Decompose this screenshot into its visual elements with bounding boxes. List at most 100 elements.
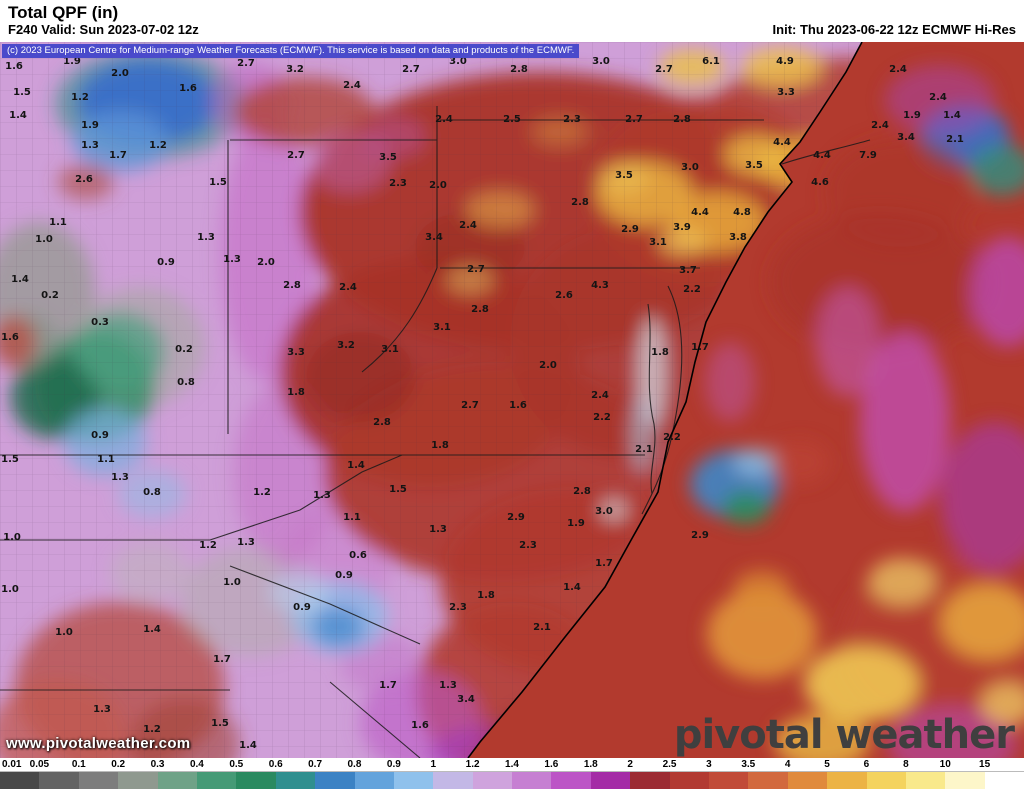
colorbar-swatch (709, 772, 749, 789)
map-value-label: 1.7 (109, 150, 127, 161)
map-value-label: 1.7 (691, 342, 709, 353)
precip-region (733, 448, 781, 476)
precip-region (707, 589, 817, 679)
map-value-label: 0.9 (293, 602, 311, 613)
colorbar-tick-label: 15 (979, 759, 991, 770)
map-value-label: 4.9 (776, 56, 794, 67)
map-value-label: 0.9 (91, 430, 109, 441)
map-value-label: 0.2 (175, 344, 193, 355)
map-value-label: 1.1 (49, 217, 67, 228)
colorbar-tick-label: 2 (627, 759, 633, 770)
copyright-banner: (c) 2023 European Centre for Medium-rang… (2, 44, 580, 58)
map-value-label: 3.9 (673, 222, 691, 233)
map-value-label: 2.7 (237, 58, 255, 69)
precip-region (940, 584, 1024, 660)
map-value-label: 3.8 (729, 232, 747, 243)
map-value-label: 2.3 (519, 540, 537, 551)
map-value-label: 1.3 (93, 704, 111, 715)
watermark-url: www.pivotalweather.com (6, 735, 191, 752)
map-value-label: 1.3 (429, 524, 447, 535)
map-value-label: 6.1 (702, 56, 720, 67)
map-value-label: 1.8 (477, 590, 495, 601)
colorbar-tick-label: 0.8 (347, 759, 362, 770)
map-value-label: 2.4 (339, 282, 357, 293)
map-value-label: 2.2 (683, 284, 701, 295)
state-borders (0, 106, 871, 758)
precip-region (722, 491, 770, 525)
precip-region (887, 706, 1017, 758)
map-value-label: 3.5 (745, 160, 763, 171)
map-value-label: 1.6 (1, 332, 19, 343)
map-value-label: 2.9 (691, 530, 709, 541)
map-value-label: 1.3 (81, 140, 99, 151)
colorbar-tick-label: 0.05 (29, 759, 50, 770)
colorbar-swatch (866, 772, 906, 789)
colorbar-swatches (0, 771, 1024, 789)
colorbar-swatch (39, 772, 79, 789)
map-value-label: 2.7 (287, 150, 305, 161)
map-value-label: 1.2 (253, 487, 271, 498)
map-value-label: 1.0 (3, 532, 21, 543)
map-value-label: 2.9 (507, 512, 525, 523)
map-value-label: 3.0 (449, 56, 467, 67)
map-value-label: 3.4 (457, 694, 475, 705)
map-value-label: 1.3 (313, 490, 331, 501)
map-value-labels: 1.6 1.9 2.0 1.6 2.7 3.2 2.4 2.7 3.0 2.8 3.0 2.7 6.1 4… (1, 56, 964, 751)
colorbar-tick-label: 6 (863, 759, 870, 770)
state-border (781, 139, 871, 165)
valid-time-label: F240 Valid: Sun 2023-07-02 12z (8, 22, 199, 37)
precip-region (816, 287, 880, 397)
map-value-label: 3.7 (679, 265, 697, 276)
colorbar-swatch (512, 772, 552, 789)
map-value-label: 3.0 (592, 56, 610, 67)
map-value-label: 3.1 (381, 344, 399, 355)
map-value-label: 2.3 (563, 114, 581, 125)
colorbar-swatch (118, 772, 158, 789)
map-value-label: 2.8 (373, 417, 391, 428)
map-value-label: 3.0 (595, 506, 613, 517)
colorbar-tick-label: 3 (706, 759, 712, 770)
map-value-label: 0.2 (41, 290, 59, 301)
colorbar-tick-label: 5 (824, 759, 830, 770)
map-value-label: 1.8 (651, 347, 669, 358)
colorbar-swatch (354, 772, 394, 789)
precip-region (940, 422, 1024, 572)
map-value-label: 1.6 (5, 61, 23, 72)
colorbar-swatch (236, 772, 276, 789)
map-value-label: 1.1 (97, 454, 115, 465)
map-value-label: 1.3 (111, 472, 129, 483)
map-value-label: 1.0 (55, 627, 73, 638)
map-canvas[interactable]: 1.6 1.9 2.0 1.6 2.7 3.2 2.4 2.7 3.0 2.8 3.0 2.7 6.1 4… (0, 42, 1024, 758)
map-value-label: 3.4 (897, 132, 915, 143)
state-border (329, 681, 421, 758)
map-value-label: 2.4 (871, 120, 889, 131)
colorbar-swatch (551, 772, 591, 789)
map-value-label: 3.2 (286, 64, 304, 75)
precip-region (825, 137, 975, 247)
precip-region (868, 558, 936, 606)
map-value-label: 2.1 (635, 444, 653, 455)
map-value-label: 1.8 (431, 440, 449, 451)
page-title: Total QPF (in) (8, 3, 119, 22)
colorbar-swatch (630, 772, 670, 789)
map-value-label: 2.1 (946, 134, 964, 145)
map-value-label: 2.8 (283, 280, 301, 291)
map-value-label: 4.4 (813, 150, 831, 161)
map-value-label: 1.2 (149, 140, 167, 151)
colorbar-tick-label: 0.7 (308, 759, 323, 770)
pivotal-weather-logo: pivotal weather (673, 712, 1015, 758)
qpf-map-svg: 1.6 1.9 2.0 1.6 2.7 3.2 2.4 2.7 3.0 2.8 3.0 2.7 6.1 4… (0, 42, 1024, 758)
map-value-label: 3.2 (337, 340, 355, 351)
map-value-label: 1.0 (223, 577, 241, 588)
map-value-label: 2.8 (471, 304, 489, 315)
colorbar-swatch (0, 772, 40, 789)
map-value-label: 2.8 (571, 197, 589, 208)
map-value-label: 1.0 (1, 584, 19, 595)
colorbar-swatch (669, 772, 710, 789)
map-value-label: 2.7 (467, 264, 485, 275)
state-border (647, 303, 656, 495)
colorbar-tick-label: 0.3 (150, 759, 165, 770)
map-value-label: 4.4 (691, 207, 709, 218)
map-value-label: 2.5 (503, 114, 521, 125)
colorbar-tick-label: 1 (430, 759, 436, 770)
